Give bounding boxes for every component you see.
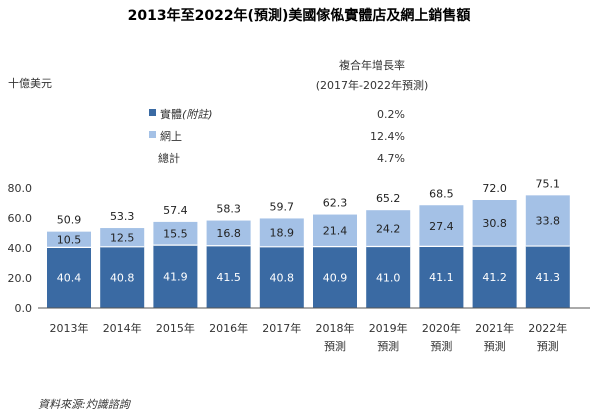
bar-total-value: 62.3 xyxy=(323,197,348,210)
bar-physical-value: 40.8 xyxy=(110,271,135,284)
x-tick-label: 2014年 xyxy=(103,321,142,335)
bar-physical-value: 41.9 xyxy=(163,271,188,284)
bar-online-value: 12.5 xyxy=(110,231,135,244)
legend-swatch-physical xyxy=(149,109,156,116)
legend-label-physical: 實體(附註) xyxy=(160,107,213,121)
x-tick-label: 2017年 xyxy=(262,321,301,335)
bar-total-value: 58.3 xyxy=(216,203,241,216)
x-tick-label: 2016年 xyxy=(209,321,248,335)
bar-online xyxy=(153,221,198,246)
bar-online-value: 16.8 xyxy=(216,227,241,240)
bar-online-value: 24.2 xyxy=(376,222,401,235)
chart-title: 2013年至2022年(預測)美國傢俬實體店及網上銷售額 xyxy=(128,7,471,24)
bar-online-value: 10.5 xyxy=(57,234,82,247)
bar-total-value: 59.7 xyxy=(270,200,295,213)
legend-label-online: 網上 xyxy=(160,129,182,143)
bar-physical-value: 41.5 xyxy=(216,271,241,284)
bar-online xyxy=(472,200,517,247)
bar-physical-value: 40.8 xyxy=(270,271,295,284)
x-tick-label: 2020年 xyxy=(422,321,461,335)
legend-rate-physical: 0.2% xyxy=(377,108,405,121)
bar-online xyxy=(100,228,145,247)
y-tick-label: 0.0 xyxy=(15,302,33,315)
bar-physical-value: 40.4 xyxy=(57,272,82,285)
source-note: 資料來源:灼識諮詢 xyxy=(38,398,132,411)
bar-online-value: 15.5 xyxy=(163,228,188,241)
bar-online xyxy=(47,231,91,248)
bar-online-value: 33.8 xyxy=(536,215,561,228)
bar-online xyxy=(525,195,570,247)
bars: 40.4 10.5 50.9 40.8 12.5 53.3 41.9 15.5 57.4 41.5… xyxy=(47,177,570,308)
bar-physical xyxy=(47,247,91,308)
bar-total-value: 57.4 xyxy=(163,204,188,217)
bar-physical xyxy=(525,246,570,308)
bar-total-value: 68.5 xyxy=(429,187,454,200)
bar-physical xyxy=(366,246,411,308)
legend-label-total: 總計 xyxy=(158,151,180,165)
bar-online xyxy=(419,205,464,247)
x-tick-label: 2022年 xyxy=(528,321,567,335)
bar-online xyxy=(206,220,251,246)
y-tick-label: 80.0 xyxy=(8,182,33,195)
cagr-header-line1: 複合年增長率 xyxy=(339,58,405,72)
bar-total-value: 75.1 xyxy=(536,177,561,190)
y-tick-label: 40.0 xyxy=(8,242,33,255)
bar-physical xyxy=(259,246,304,308)
bar-physical xyxy=(100,246,145,308)
bar-physical xyxy=(313,246,357,308)
bar-physical-value: 41.2 xyxy=(482,271,507,284)
bar-physical-value: 41.3 xyxy=(536,271,561,284)
y-axis-unit: 十億美元 xyxy=(8,76,52,90)
x-tick-label: 2013年 xyxy=(50,321,89,335)
x-tick-label: 2015年 xyxy=(156,321,195,335)
bar-physical xyxy=(153,245,198,308)
bar-physical-value: 41.0 xyxy=(376,271,401,284)
x-tick-label: 2018年 xyxy=(316,321,355,335)
bar-total-value: 72.0 xyxy=(482,182,507,195)
x-tick-note: 預測 xyxy=(324,339,346,353)
legend-rate-total: 4.7% xyxy=(377,152,405,165)
legend: 複合年增長率 (2017年-2022年預測) 實體(附註) 0.2% 網上 12… xyxy=(149,58,428,165)
x-tick-note: 預測 xyxy=(377,339,399,353)
bar-online-value: 21.4 xyxy=(323,225,348,238)
bar-online xyxy=(259,218,304,247)
x-tick-note: 預測 xyxy=(430,339,452,353)
x-tick-note: 預測 xyxy=(537,339,559,353)
x-tick-label: 2021年 xyxy=(475,321,514,335)
bar-physical xyxy=(419,246,464,308)
bar-online xyxy=(366,210,411,247)
bar-total-value: 50.9 xyxy=(57,214,82,227)
bar-physical-value: 41.1 xyxy=(429,271,454,284)
bar-total-value: 65.2 xyxy=(376,192,401,205)
bar-physical xyxy=(206,245,251,308)
bar-physical xyxy=(472,246,517,308)
x-tick-label: 2019年 xyxy=(369,321,408,335)
bar-online xyxy=(313,214,357,247)
bar-physical-value: 40.9 xyxy=(323,271,348,284)
y-tick-label: 60.0 xyxy=(8,212,33,225)
legend-swatch-online xyxy=(149,131,156,138)
y-tick-label: 20.0 xyxy=(8,272,33,285)
cagr-header-line2: (2017年-2022年預測) xyxy=(316,78,429,92)
y-axis: 0.0 20.0 40.0 60.0 80.0 xyxy=(8,182,33,315)
bar-online-value: 30.8 xyxy=(482,217,507,230)
x-tick-note: 預測 xyxy=(484,339,506,353)
legend-rate-online: 12.4% xyxy=(370,130,405,143)
bar-online-value: 18.9 xyxy=(270,227,295,240)
bar-online-value: 27.4 xyxy=(429,220,454,233)
bar-total-value: 53.3 xyxy=(110,210,135,223)
